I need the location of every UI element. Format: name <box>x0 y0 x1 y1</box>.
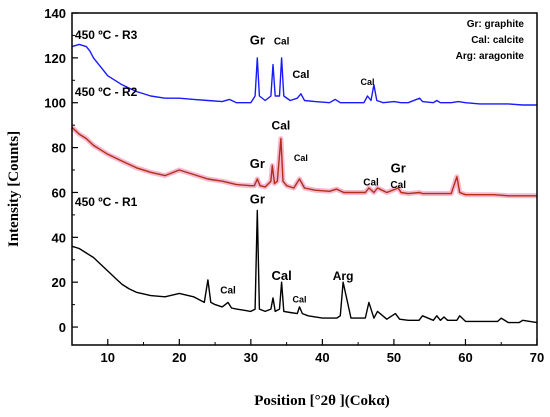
y-axis-title: Intensity [Counts] <box>6 131 22 247</box>
series-label: 450 ºC - R2 <box>75 85 138 99</box>
peak-label: Cal <box>292 294 306 304</box>
peak-label: Gr <box>250 156 265 171</box>
peak-label: Cal <box>360 77 374 87</box>
peak-label: Gr <box>250 32 265 47</box>
x-tick-label: 70 <box>530 350 544 365</box>
peak-labels: Gr Cal Cal Cal Gr Cal Cal Cal Gr Cal Gr Cal Cal Cal Ar… <box>220 32 406 304</box>
y-tick-label: 80 <box>52 141 66 156</box>
y-tick-label: 40 <box>52 230 66 245</box>
legend-entry: Gr: graphite <box>467 19 525 30</box>
peak-label: Cal <box>294 153 308 163</box>
peak-label: Cal <box>271 268 291 283</box>
series-label: 450 ºC - R3 <box>75 28 138 42</box>
series-line-2 <box>71 126 537 197</box>
series-labels: 450 ºC - R3 450 ºC - R2 450 ºC - R1 <box>75 28 138 209</box>
y-tick-label: 140 <box>44 6 66 21</box>
x-tick-label: 60 <box>458 350 472 365</box>
x-tick-label: 40 <box>315 350 329 365</box>
series-layer <box>70 43 538 324</box>
x-tick-label: 50 <box>387 350 401 365</box>
series-line-3 <box>71 209 538 324</box>
peak-label: Arg <box>333 269 354 283</box>
legend-entry: Cal: calcite <box>471 35 524 46</box>
y-tick-label: 60 <box>52 185 66 200</box>
axes: 10 20 30 40 50 60 70 0 20 40 60 80 100 120 140 <box>44 6 544 365</box>
peak-label: Cal <box>363 178 379 189</box>
peak-label: Cal <box>390 180 406 191</box>
legend-entry: Arg: aragonite <box>456 51 525 62</box>
peak-label: Gr <box>391 160 406 175</box>
x-axis-title: Position [°2θ ](Cokα) <box>254 393 390 409</box>
legend: Gr: graphite Cal: calcite Arg: aragonite <box>456 19 525 62</box>
peak-label: Cal <box>292 69 309 81</box>
peak-label: Gr <box>250 192 265 207</box>
x-tick-label: 10 <box>101 350 115 365</box>
peak-label: Cal <box>274 36 290 47</box>
y-tick-label: 120 <box>44 51 66 66</box>
peak-label: Cal <box>220 285 236 296</box>
series-label: 450 ºC - R1 <box>75 195 138 209</box>
series-line-1 <box>71 43 537 106</box>
axis-frame <box>71 12 538 346</box>
y-tick-label: 20 <box>52 275 66 290</box>
x-tick-label: 20 <box>172 350 186 365</box>
y-tick-label: 0 <box>59 320 66 335</box>
x-tick-label: 30 <box>244 350 258 365</box>
y-tick-label: 100 <box>44 96 66 111</box>
peak-label: Cal <box>272 119 291 133</box>
